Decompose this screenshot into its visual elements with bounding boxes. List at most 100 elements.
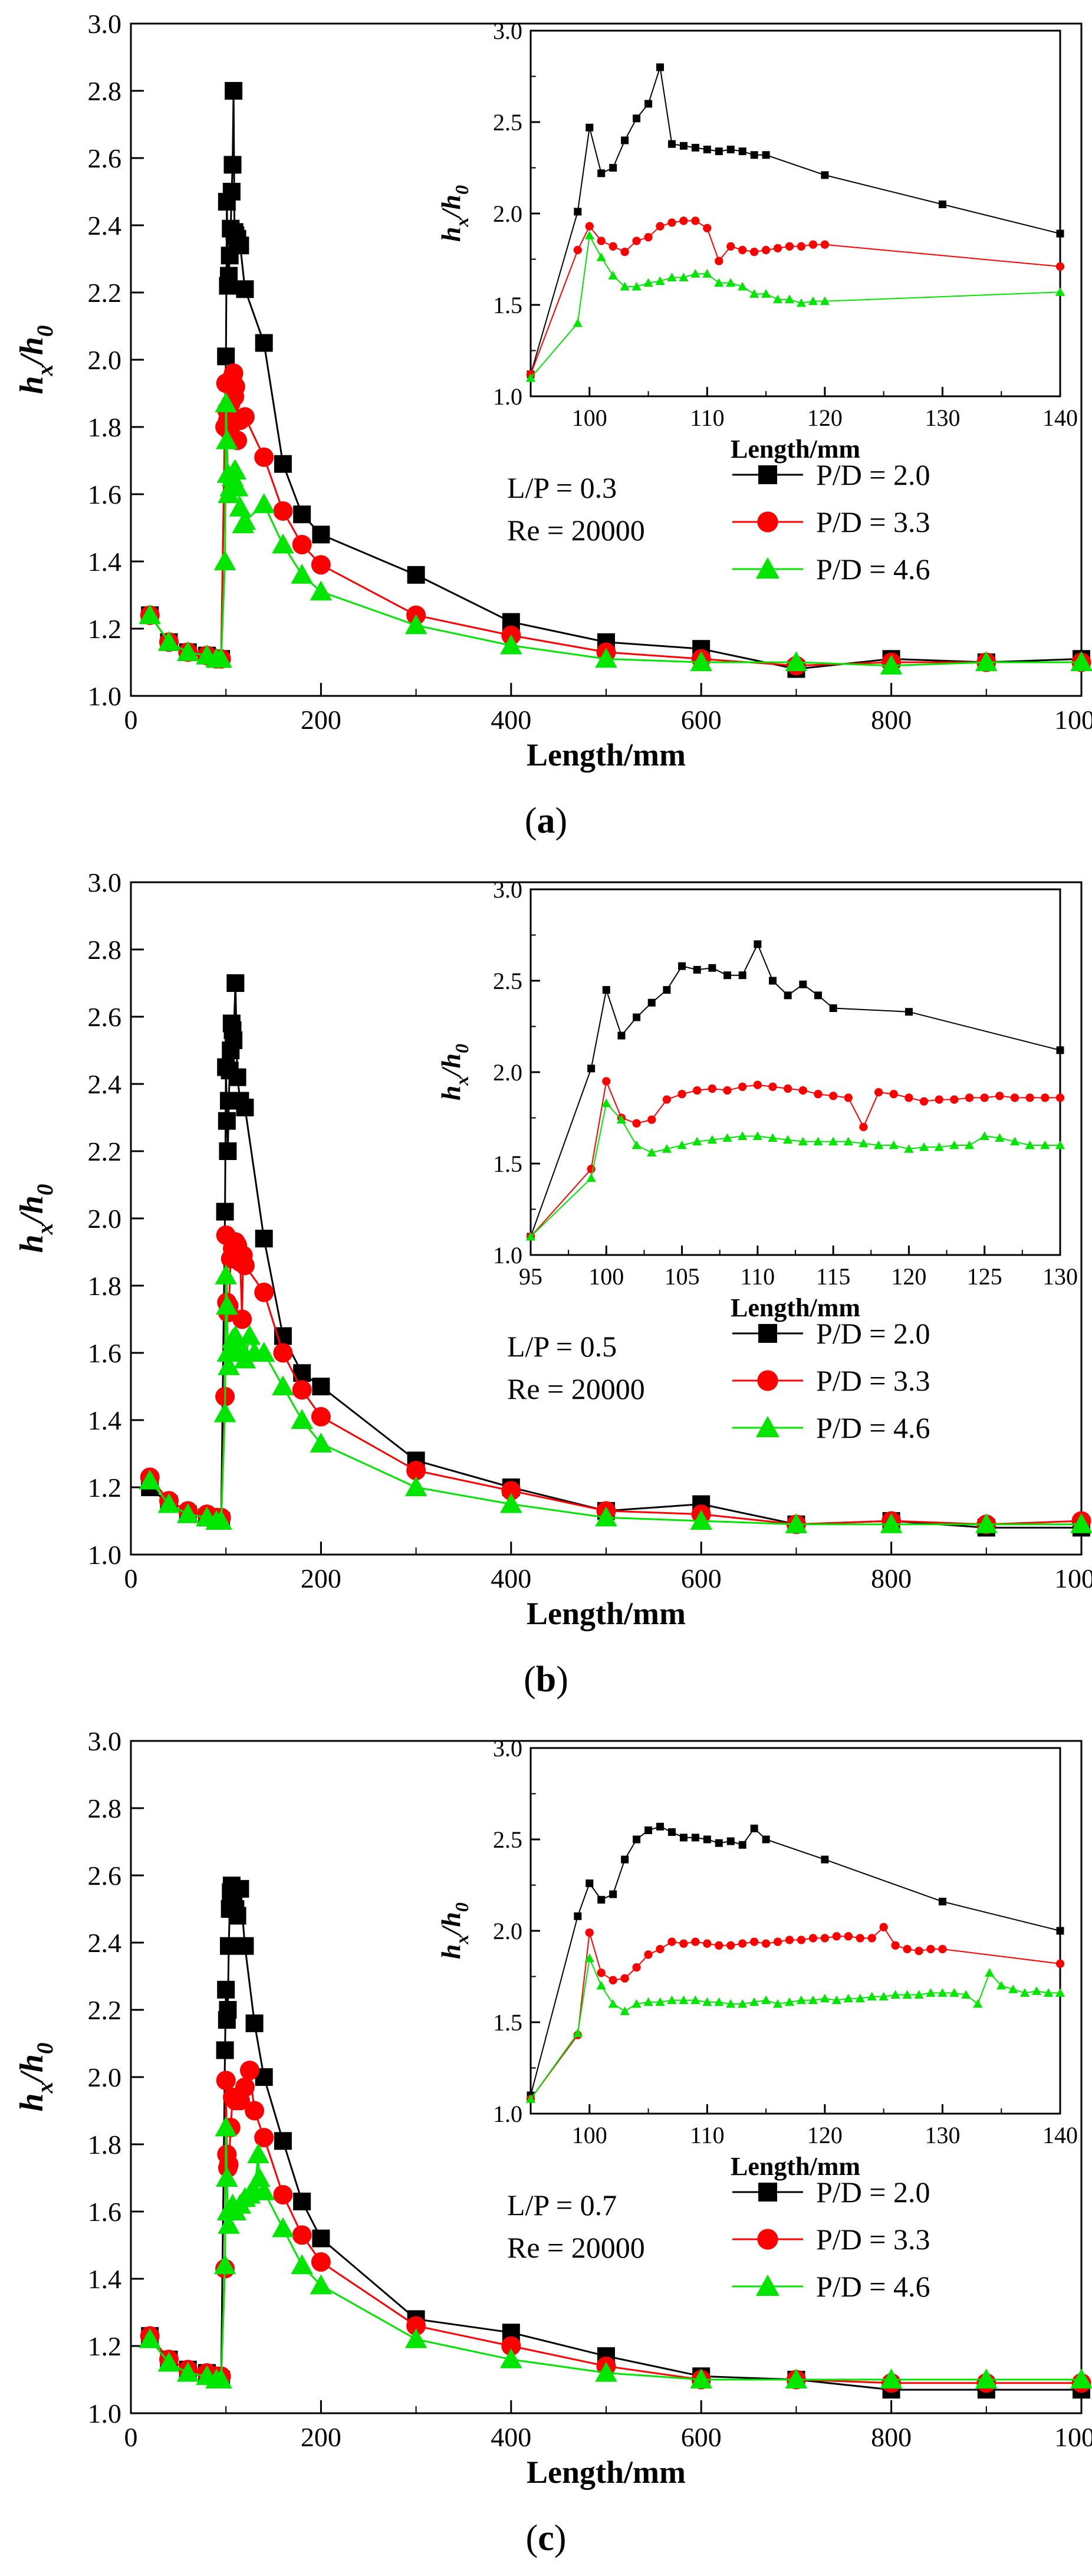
panel-b-legend-label-1: P/D = 3.3 — [816, 1364, 930, 1397]
panel-a-main-series-1-point-20 — [235, 407, 255, 427]
panel-b-inset-x-tick-label-0: 95 — [519, 1263, 542, 1290]
panel-c-main-series-2-point-31 — [1070, 2368, 1092, 2388]
panel-a-inset-series-2-point-21 — [808, 296, 818, 305]
panel-c-main-series-2-point-1 — [157, 2351, 180, 2372]
panel-b-main-x-tick-label-3: 600 — [681, 1563, 722, 1593]
panel-c-legend-marker-0 — [758, 2183, 777, 2202]
panel-c-caption: (c) — [526, 2518, 567, 2558]
panel-b-inset-series-2-point-30 — [1025, 1140, 1035, 1149]
panel-a-inset-series-0-point-18 — [821, 171, 829, 179]
panel-b-caption-close: ) — [556, 1660, 568, 1700]
panel-a-inset-x-tick-label-4: 140 — [1042, 405, 1078, 431]
panel-b-inset-series-1-point-5 — [647, 1115, 656, 1124]
panel-c-main-series-0-point-9 — [219, 2001, 237, 2019]
panel-a-inset-series-2-point-20 — [796, 298, 807, 307]
panel-c-inset-series-1-point-25 — [856, 1934, 864, 1943]
panel-a-main-series-1-point-22 — [273, 501, 293, 521]
panel-c-inset-x-tick-label-2: 120 — [807, 2122, 843, 2148]
panel-c-inset-series-1-point-33 — [1055, 1959, 1065, 1968]
panel-b-inset-series-0-point-3 — [617, 1031, 626, 1040]
panel-c-y-axis-title-sub2: 0 — [32, 2042, 58, 2054]
panel-b-inset-series-1-point-26 — [965, 1093, 974, 1102]
panel-c-inset-series-1-point-15 — [738, 1939, 747, 1948]
panel-b-inset-series-2-point-22 — [904, 1144, 914, 1153]
panel-a-legend-marker-2 — [756, 557, 779, 579]
panel-a-main-series-2-point-30 — [1070, 651, 1092, 671]
panel-c-inset-series-2-point-41 — [1043, 1988, 1054, 1997]
panel-c-inset-series-2-point-20 — [796, 1995, 807, 2005]
panel-b-inset-series-2-point-25 — [949, 1140, 959, 1149]
panel-c-inset-series-0-point-18 — [821, 1855, 829, 1864]
panel-a-inset-series-0-point-20 — [1056, 229, 1064, 238]
panel-b-inset: 95 100 105 110 115 120 125 130 1.0 1.5 2.0 2.5 3.0 Le… — [436, 876, 1078, 1322]
panel-b-main-series-0-point-17 — [228, 1068, 246, 1086]
panel-b-main-series-0-point-15 — [225, 1031, 243, 1049]
panel-c-main-series-2-point-23 — [310, 2274, 333, 2295]
panel-a-inset-series-1-point-5 — [620, 247, 629, 257]
panel-c-inset-series-1-point-5 — [620, 1974, 629, 1983]
panel-c-inset-x-tick-label-1: 110 — [690, 2122, 725, 2148]
panel-c-caption-close: ) — [554, 2518, 567, 2558]
panel-b-inset-series-1-point-8 — [693, 1086, 702, 1095]
panel-a-main-y-tick-label-10: 3.0 — [88, 9, 122, 39]
panel-a-main-series-1-point-21 — [254, 447, 274, 467]
panel-b-inset-series-2-point-7 — [677, 1140, 687, 1149]
panel-a-main-series-2-point-25 — [595, 648, 617, 668]
panel-b-inset-y-tick-label-3: 2.5 — [493, 968, 522, 994]
panel-a-inset-series-0-point-3 — [597, 169, 606, 178]
panel-b-inset-series-2-point-32 — [1055, 1140, 1065, 1149]
panel-c-main-series-0-point-7 — [217, 1980, 235, 1999]
panel-b-inset-series-0-point-4 — [633, 1013, 641, 1021]
panel-a-inset-x-tick-label-0: 100 — [572, 405, 607, 431]
panel-a-inset-series-0-point-15 — [738, 147, 746, 156]
panel-b-inset-series-2-point-2 — [601, 1098, 611, 1108]
panel-a-main-series-2-point-2 — [176, 641, 199, 661]
panel-a-annotation-0: L/P = 0.3 — [507, 471, 617, 504]
panel-a-main-series-2-point-21 — [291, 564, 313, 584]
panel-a-inset-series-1-point-4 — [609, 242, 617, 251]
panel-b-inset-series-1-point-10 — [723, 1086, 732, 1095]
panel-c-inset-series-2-point-8 — [655, 1997, 665, 2006]
panel-a-inset-series-1-point-20 — [797, 242, 806, 251]
panel-c-main-series-1-point-20 — [292, 2225, 312, 2245]
panel-b-inset-series-0-point-11 — [738, 971, 746, 980]
panel-a-inset-series-1-point-22 — [820, 240, 830, 249]
panel-a-main-y-tick-label-7: 2.4 — [88, 211, 122, 241]
panel-a-inset-series-1-point-10 — [679, 216, 688, 225]
panel-b-legend-label-0: P/D = 2.0 — [816, 1317, 930, 1350]
panel-a-main-series-2-point-28 — [880, 654, 903, 675]
panel-b-main-series-2-point-26 — [595, 1506, 617, 1527]
panel-b-x-axis-title: Length/mm — [527, 1596, 686, 1631]
panel-c-inset-series-2-point-15 — [738, 1999, 748, 2008]
panel-b-inset-series-0-point-8 — [693, 965, 701, 974]
panel-c-inset-series-2-point-36 — [985, 1968, 995, 1977]
panel-a-y-axis-title-sub1: x — [32, 364, 58, 377]
panel-b-inset-series-0-point-7 — [678, 962, 686, 970]
panel-a-main-series-0-point-22 — [293, 505, 311, 524]
panel-a-main-series-2-point-27 — [785, 651, 808, 671]
panel-b-main-x-tick-label-2: 400 — [491, 1563, 531, 1593]
panel-c-legend-marker-1 — [757, 2229, 778, 2250]
panel-b-main-y-tick-label-4: 1.8 — [88, 1271, 122, 1301]
panel-c-main-series-2-point-7 — [215, 2116, 237, 2137]
panel-c-inset-series-2-point-42 — [1055, 1988, 1065, 1997]
panel-a-inset-series-0-point-17 — [762, 151, 770, 159]
panel-b-inset-series-2-point-0 — [525, 1231, 536, 1241]
panel-a-main-series-0-point-6 — [217, 347, 235, 366]
panel-a-main-series-0-point-20 — [255, 334, 273, 352]
panel-b-y-axis-title: hx/h0 — [14, 1184, 58, 1253]
panel-c-inset-series-2-point-10 — [679, 1995, 689, 2005]
panel-a-inset-series-1-point-17 — [761, 245, 771, 255]
panel-b-inset-series-0-point-14 — [784, 991, 792, 1000]
panel-c-inset-x-axis-title: Length/mm — [731, 2152, 860, 2181]
panel-a-inset-series-1-point-12 — [703, 224, 712, 232]
panel-c-caption-open: ( — [526, 2518, 538, 2558]
panel-b-inset-series-2-point-18 — [843, 1136, 853, 1146]
panel-c-main-series-2-point-6 — [213, 2254, 236, 2275]
panel-b-inset-y-tick-label-2: 2.0 — [493, 1059, 522, 1086]
panel-c-main-series-1-point-18 — [254, 2128, 274, 2148]
panel-a-inset-x-tick-label-2: 120 — [807, 405, 843, 431]
panel-b-inset-x-axis-title: Length/mm — [731, 1293, 860, 1322]
panel-c-main-series-0-point-18 — [231, 1880, 249, 1898]
panel-c-main-series-2-point-21 — [272, 2217, 294, 2237]
